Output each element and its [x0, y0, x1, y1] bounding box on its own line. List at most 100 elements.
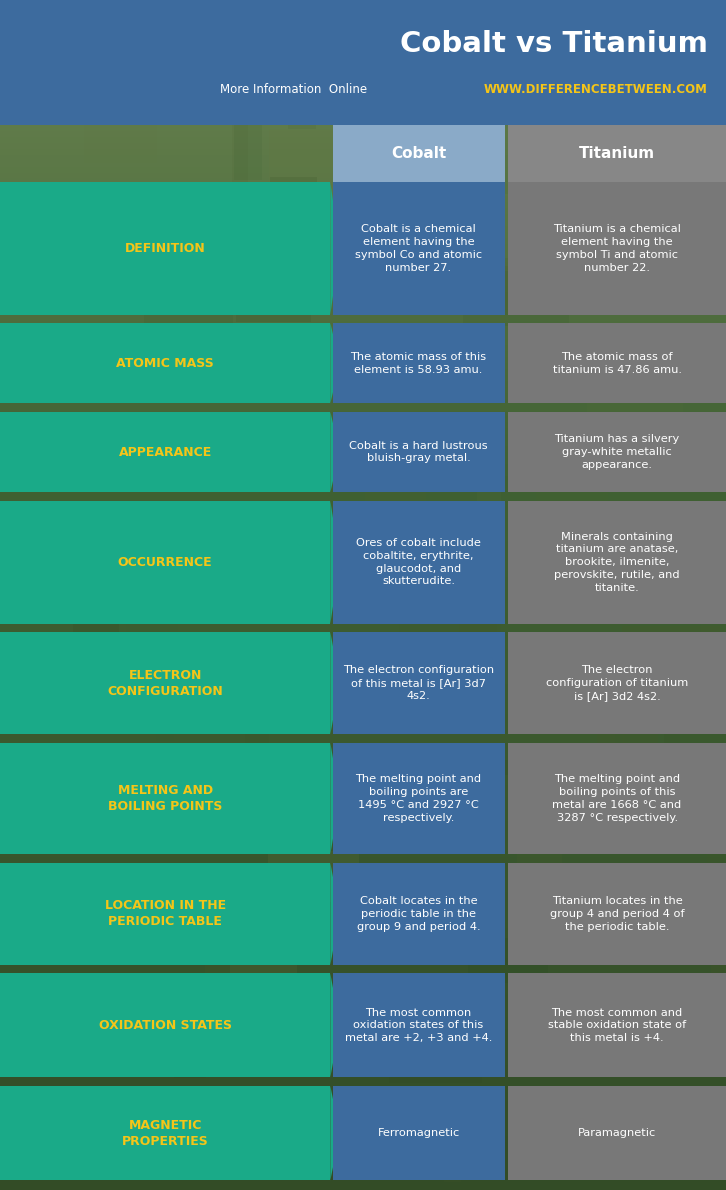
FancyBboxPatch shape: [508, 125, 726, 182]
Text: Paramagnetic: Paramagnetic: [578, 1128, 656, 1138]
FancyBboxPatch shape: [270, 176, 317, 267]
Text: Cobalt is a chemical
element having the
symbol Co and atomic
number 27.: Cobalt is a chemical element having the …: [355, 224, 482, 273]
FancyBboxPatch shape: [333, 743, 505, 854]
FancyBboxPatch shape: [333, 322, 505, 403]
Polygon shape: [330, 412, 340, 493]
FancyBboxPatch shape: [288, 74, 317, 129]
FancyBboxPatch shape: [0, 501, 330, 624]
FancyBboxPatch shape: [142, 1092, 187, 1136]
FancyBboxPatch shape: [269, 851, 359, 902]
Text: The electron
configuration of titanium
is [Ar] 3d2 4s2.: The electron configuration of titanium i…: [546, 665, 688, 701]
FancyBboxPatch shape: [0, 632, 330, 734]
Text: The electron configuration
of this metal is [Ar] 3d7
4s2.: The electron configuration of this metal…: [343, 665, 494, 701]
FancyBboxPatch shape: [399, 624, 497, 664]
Text: Ores of cobalt include
cobaltite, erythrite,
glaucodot, and
skutterudite.: Ores of cobalt include cobaltite, erythr…: [356, 538, 481, 587]
FancyBboxPatch shape: [236, 236, 311, 321]
FancyBboxPatch shape: [468, 939, 548, 983]
FancyBboxPatch shape: [709, 660, 726, 701]
Text: Titanium is a chemical
element having the
symbol Ti and atomic
number 22.: Titanium is a chemical element having th…: [553, 224, 681, 273]
Polygon shape: [330, 973, 340, 1077]
FancyBboxPatch shape: [459, 618, 501, 657]
Text: The melting point and
boiling points are
1495 °C and 2927 °C
respectively.: The melting point and boiling points are…: [356, 775, 481, 822]
FancyBboxPatch shape: [508, 1085, 726, 1180]
FancyBboxPatch shape: [183, 563, 226, 599]
FancyBboxPatch shape: [230, 898, 297, 989]
Text: OXIDATION STATES: OXIDATION STATES: [99, 1019, 232, 1032]
FancyBboxPatch shape: [701, 618, 726, 646]
FancyBboxPatch shape: [147, 0, 219, 68]
Polygon shape: [330, 863, 340, 965]
FancyBboxPatch shape: [0, 863, 330, 965]
FancyBboxPatch shape: [0, 0, 726, 125]
FancyBboxPatch shape: [711, 906, 726, 982]
FancyBboxPatch shape: [166, 599, 257, 682]
Text: Cobalt: Cobalt: [391, 146, 446, 161]
FancyBboxPatch shape: [615, 700, 720, 768]
FancyBboxPatch shape: [462, 271, 569, 326]
FancyBboxPatch shape: [127, 0, 190, 21]
FancyBboxPatch shape: [105, 576, 213, 608]
FancyBboxPatch shape: [189, 1119, 292, 1172]
FancyBboxPatch shape: [333, 125, 505, 182]
Text: The atomic mass of this
element is 58.93 amu.: The atomic mass of this element is 58.93…: [351, 352, 486, 375]
FancyBboxPatch shape: [550, 1157, 576, 1173]
FancyBboxPatch shape: [206, 777, 266, 827]
Text: Titanium locates in the
group 4 and period 4 of
the periodic table.: Titanium locates in the group 4 and peri…: [550, 896, 685, 932]
FancyBboxPatch shape: [0, 182, 330, 314]
FancyBboxPatch shape: [205, 900, 290, 979]
FancyBboxPatch shape: [499, 112, 596, 194]
FancyBboxPatch shape: [478, 471, 501, 514]
Text: DEFINITION: DEFINITION: [125, 242, 205, 255]
Text: MAGNETIC
PROPERTIES: MAGNETIC PROPERTIES: [122, 1119, 208, 1147]
Text: WWW.DIFFERENCEBETWEEN.COM: WWW.DIFFERENCEBETWEEN.COM: [484, 83, 708, 96]
FancyBboxPatch shape: [587, 138, 684, 226]
Polygon shape: [330, 322, 340, 403]
FancyBboxPatch shape: [132, 262, 187, 292]
FancyBboxPatch shape: [508, 322, 726, 403]
FancyBboxPatch shape: [144, 281, 234, 344]
FancyBboxPatch shape: [333, 632, 505, 734]
Text: APPEARANCE: APPEARANCE: [118, 445, 212, 458]
FancyBboxPatch shape: [365, 475, 426, 503]
Text: More Information  Online: More Information Online: [219, 83, 367, 96]
FancyBboxPatch shape: [428, 0, 489, 25]
Text: Cobalt vs Titanium: Cobalt vs Titanium: [400, 30, 708, 58]
FancyBboxPatch shape: [684, 507, 726, 520]
FancyBboxPatch shape: [600, 765, 699, 809]
Text: The most common and
stable oxidation state of
this metal is +4.: The most common and stable oxidation sta…: [548, 1008, 686, 1044]
FancyBboxPatch shape: [70, 434, 179, 458]
Text: ELECTRON
CONFIGURATION: ELECTRON CONFIGURATION: [107, 669, 223, 697]
FancyBboxPatch shape: [503, 760, 606, 776]
Polygon shape: [330, 182, 340, 314]
FancyBboxPatch shape: [508, 863, 726, 965]
FancyBboxPatch shape: [517, 833, 562, 908]
FancyBboxPatch shape: [623, 731, 658, 802]
FancyBboxPatch shape: [582, 362, 650, 384]
FancyBboxPatch shape: [234, 109, 261, 180]
FancyBboxPatch shape: [494, 267, 531, 309]
Text: OCCURRENCE: OCCURRENCE: [118, 556, 213, 569]
Text: Minerals containing
titanium are anatase,
brookite, ilmenite,
perovskite, rutile: Minerals containing titanium are anatase…: [554, 532, 680, 593]
Text: Titanium has a silvery
gray-white metallic
appearance.: Titanium has a silvery gray-white metall…: [555, 434, 680, 470]
Text: The most common
oxidation states of this
metal are +2, +3 and +4.: The most common oxidation states of this…: [345, 1008, 492, 1044]
FancyBboxPatch shape: [380, 660, 396, 681]
FancyBboxPatch shape: [683, 644, 726, 731]
FancyBboxPatch shape: [290, 641, 375, 674]
FancyBboxPatch shape: [491, 258, 525, 315]
FancyBboxPatch shape: [651, 79, 726, 119]
FancyBboxPatch shape: [508, 973, 726, 1077]
Text: The melting point and
boiling points of this
metal are 1668 °C and
3287 °C respe: The melting point and boiling points of …: [552, 775, 682, 822]
FancyBboxPatch shape: [232, 105, 248, 184]
FancyBboxPatch shape: [333, 973, 505, 1077]
FancyBboxPatch shape: [245, 683, 269, 743]
FancyBboxPatch shape: [664, 660, 680, 750]
FancyBboxPatch shape: [333, 1085, 505, 1180]
FancyBboxPatch shape: [0, 973, 330, 1077]
Text: LOCATION IN THE
PERIODIC TABLE: LOCATION IN THE PERIODIC TABLE: [105, 900, 226, 928]
FancyBboxPatch shape: [174, 989, 206, 1078]
FancyBboxPatch shape: [333, 412, 505, 493]
FancyBboxPatch shape: [444, 1126, 461, 1182]
FancyBboxPatch shape: [641, 763, 667, 804]
FancyBboxPatch shape: [621, 626, 720, 708]
FancyBboxPatch shape: [707, 850, 726, 913]
